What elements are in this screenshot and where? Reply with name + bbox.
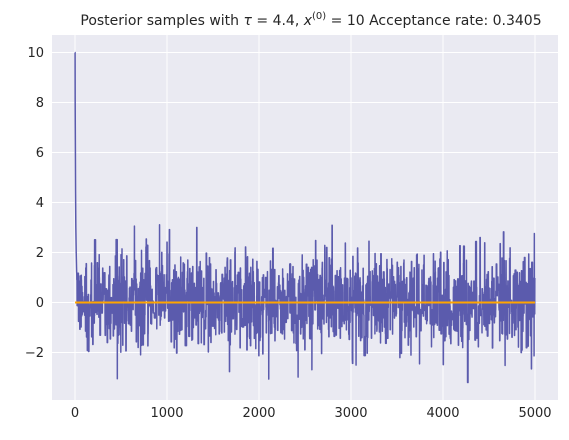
chart-title: Posterior samples with τ = 4.4, x(0) = 1… <box>80 11 541 29</box>
title-tau-text: = 4.4, <box>252 13 304 29</box>
title-suffix: = 10 Acceptance rate: 0.3405 <box>326 13 541 29</box>
y-tick-label: 8 <box>36 96 44 111</box>
y-tick-label: 6 <box>36 146 44 161</box>
x-tick-label: 0 <box>71 406 79 421</box>
posterior-trace-line <box>74 51 536 384</box>
tick-labels: 0 1000 2000 3000 4000 5000 −2 0 2 4 6 8 10 <box>25 46 552 421</box>
y-tick-label: −2 <box>25 346 44 361</box>
x-tick-label: 5000 <box>518 406 551 421</box>
y-tick-label: 2 <box>36 246 44 261</box>
x-tick-label: 4000 <box>426 406 459 421</box>
y-tick-label: 0 <box>36 296 44 311</box>
x-tick-label: 3000 <box>334 406 367 421</box>
y-tick-label: 10 <box>27 46 44 61</box>
x-tick-label: 1000 <box>150 406 183 421</box>
title-prefix: Posterior samples with <box>80 13 243 29</box>
title-tau-symbol: τ <box>244 13 253 29</box>
series-group <box>74 51 536 384</box>
title-x-superscript: (0) <box>312 11 326 22</box>
x-tick-label: 2000 <box>242 406 275 421</box>
title-x-symbol: x <box>303 13 313 29</box>
y-tick-label: 4 <box>36 196 44 211</box>
